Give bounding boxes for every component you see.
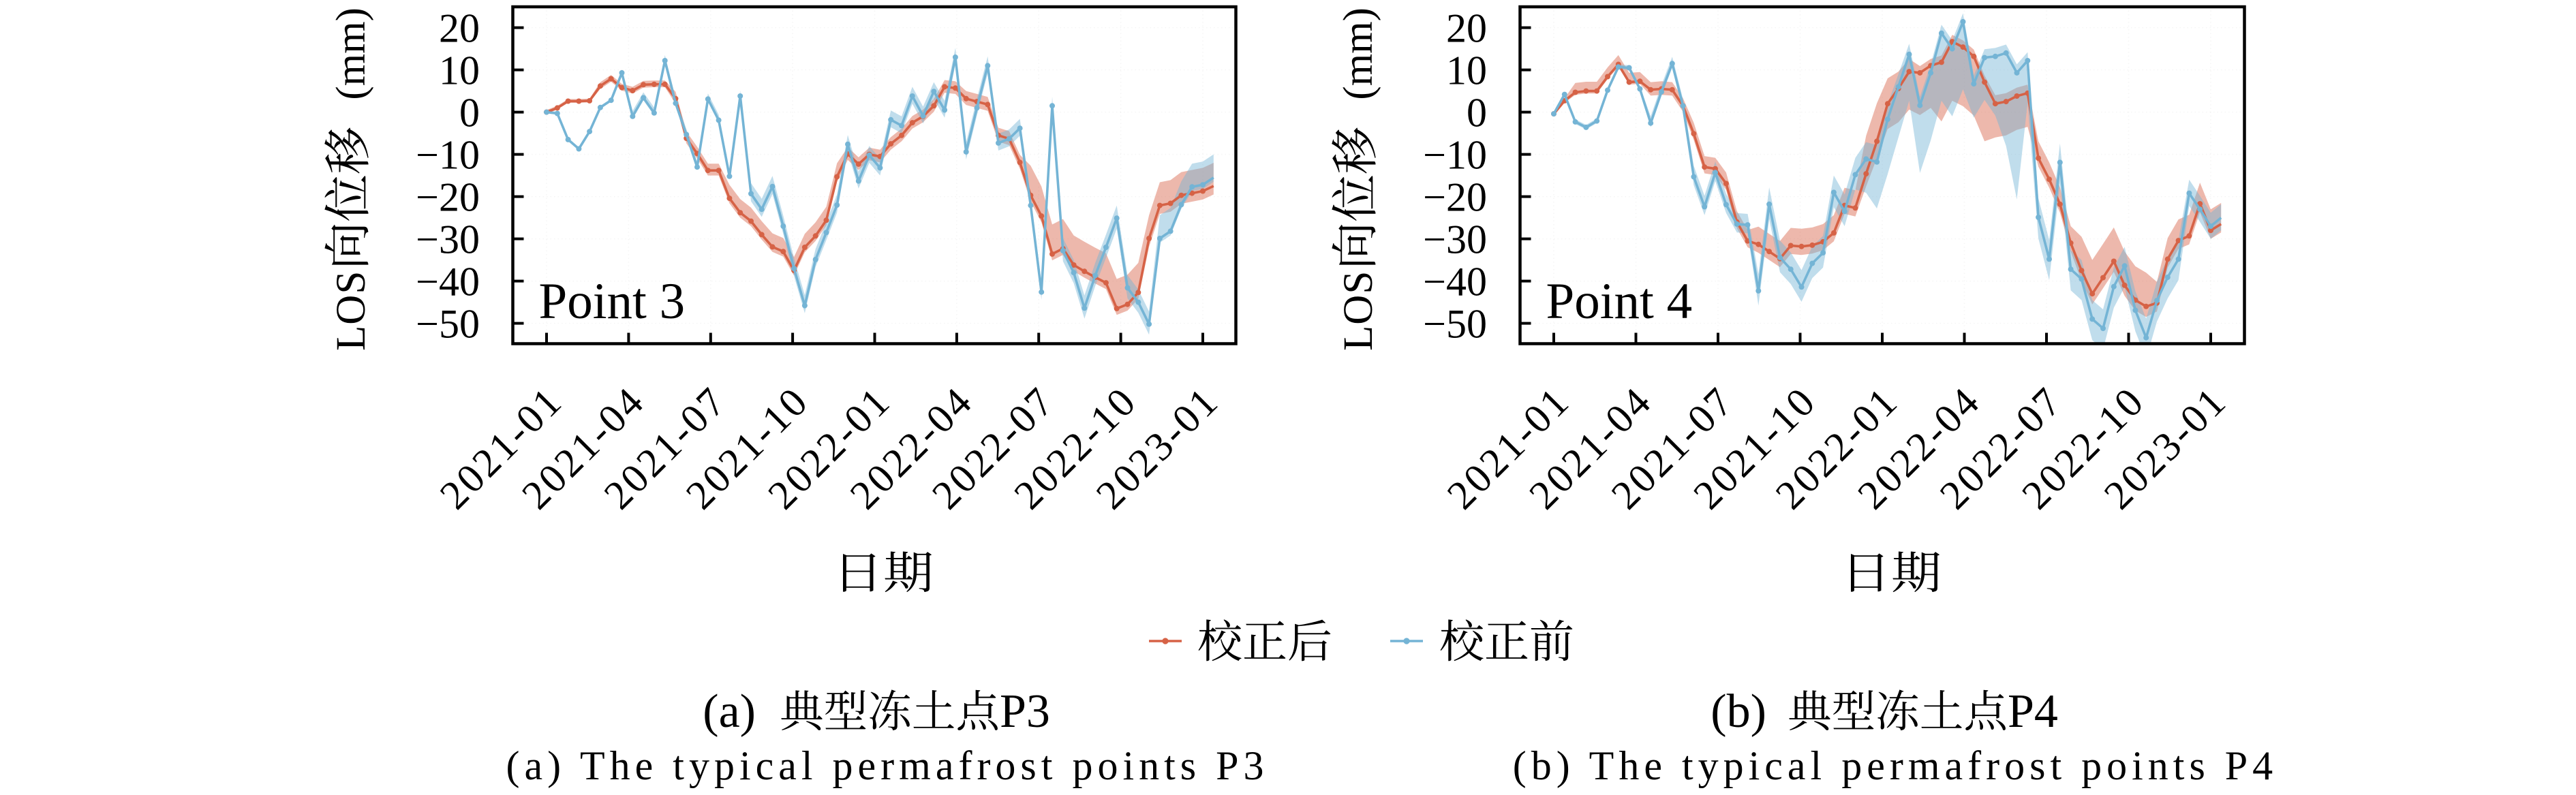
svg-text:(a): (a) <box>703 685 756 738</box>
svg-text:−40: −40 <box>416 260 480 305</box>
svg-text:(b) The typical permafrost poi: (b) The typical permafrost points P4 <box>1513 743 2278 788</box>
svg-text:20: 20 <box>439 6 480 51</box>
svg-text:(b): (b) <box>1711 685 1766 738</box>
svg-text:0: 0 <box>459 91 480 136</box>
svg-text:20: 20 <box>1446 6 1487 51</box>
svg-text:−40: −40 <box>1423 260 1487 305</box>
svg-text:LOS: LOS <box>1336 270 1381 351</box>
svg-text:Point 3: Point 3 <box>539 273 686 330</box>
svg-text:LOS: LOS <box>328 270 374 351</box>
svg-text:(mm): (mm) <box>1336 7 1381 110</box>
svg-text:−20: −20 <box>416 175 480 220</box>
svg-text:10: 10 <box>439 48 480 93</box>
svg-text:10: 10 <box>1446 48 1487 93</box>
svg-text:−30: −30 <box>1423 217 1487 262</box>
svg-text:−10: −10 <box>416 133 480 178</box>
svg-text:Point 4: Point 4 <box>1546 273 1693 330</box>
svg-text:−30: −30 <box>416 217 480 262</box>
svg-text:(mm): (mm) <box>328 7 374 110</box>
svg-text:(a) The typical permafrost poi: (a) The typical permafrost points P3 <box>506 743 1268 788</box>
svg-text:0: 0 <box>1467 91 1487 136</box>
svg-text:−20: −20 <box>1423 175 1487 220</box>
svg-text:−10: −10 <box>1423 133 1487 178</box>
svg-text:P3: P3 <box>1000 685 1050 738</box>
svg-text:−50: −50 <box>1423 302 1487 347</box>
svg-text:−50: −50 <box>416 302 480 347</box>
svg-text:P4: P4 <box>2008 685 2058 738</box>
